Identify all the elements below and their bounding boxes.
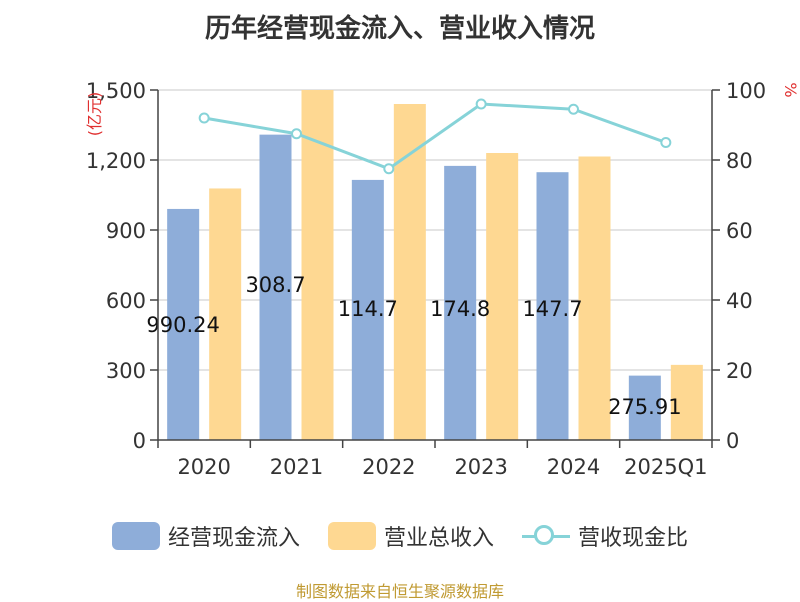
legend-swatch-cash-inflow — [111, 522, 160, 550]
bar-revenue — [670, 364, 703, 440]
ratio-point — [198, 112, 210, 124]
legend-label-revenue: 营业总收入 — [383, 526, 494, 551]
bar-cash-inflow — [259, 134, 292, 441]
y-left-tick-label: 300 — [106, 359, 146, 383]
source-note: 制图数据来自恒生聚源数据库 — [295, 582, 504, 601]
x-tick-label: 2021 — [270, 455, 323, 479]
ratio-point — [291, 128, 302, 140]
bar-revenue — [578, 156, 611, 440]
y-left-tick-label: 1,200 — [86, 149, 146, 173]
y-right-tick-label: 100 — [726, 79, 766, 103]
bar-cash-inflow — [536, 172, 569, 440]
bar-cash-inflow — [444, 165, 477, 440]
ratio-point — [660, 137, 672, 148]
y-left-tick-label: 0 — [133, 429, 146, 453]
data-label-cash-inflow: 147.7 — [522, 297, 582, 321]
x-tick-label: 2024 — [547, 455, 600, 479]
y-left-axis-unit: (亿元) — [85, 92, 104, 137]
bar-cash-inflow — [167, 208, 200, 440]
data-label-cash-inflow: 308.7 — [245, 273, 305, 297]
ratio-line — [203, 102, 667, 171]
y-right-axis-unit: % — [781, 82, 800, 97]
y-left-tick-label: 600 — [106, 289, 146, 313]
y-left-tick-label: 900 — [106, 219, 146, 243]
bar-revenue — [209, 188, 242, 440]
bar-revenue — [301, 90, 334, 440]
y-left-tick-label: 1,500 — [86, 79, 146, 103]
x-tick-label: 2020 — [177, 455, 230, 479]
y-right-tick-label: 80 — [726, 149, 753, 173]
ratio-point — [475, 98, 487, 110]
bar-cash-inflow — [351, 179, 384, 441]
x-tick-label: 2023 — [454, 455, 507, 479]
data-label-cash-inflow: 275.91 — [608, 395, 681, 419]
y-right-tick-label: 60 — [726, 219, 753, 243]
legend-label-ratio: 营收现金比 — [578, 526, 689, 551]
ratio-line-layer — [198, 98, 672, 175]
grid-lines — [158, 89, 712, 371]
x-tick-label: 2022 — [362, 455, 415, 479]
x-tick-label: 2025Q1 — [624, 455, 707, 479]
bar-cash-inflow — [628, 375, 661, 440]
data-label-cash-inflow: 174.8 — [430, 297, 490, 321]
legend-item-revenue[interactable]: 营业总收入 — [327, 520, 494, 552]
legend-label-cash-inflow: 经营现金流入 — [167, 526, 300, 551]
ratio-point — [383, 163, 395, 175]
axes: 0 300 600 900 1,200 1,500 0 20 40 60 80 100 (亿元)% 202… — [85, 79, 800, 479]
bar-revenue — [486, 153, 519, 440]
data-label-cash-inflow: 114.7 — [338, 297, 398, 321]
legend-item-cash-inflow[interactable]: 经营现金流入 — [111, 520, 300, 552]
legend: 经营现金流入 营业总收入 营收现金比 — [0, 516, 800, 556]
y-right-tick-label: 20 — [726, 359, 753, 383]
ratio-point — [568, 103, 579, 115]
legend-swatch-revenue — [327, 522, 376, 550]
y-right-tick-label: 40 — [726, 289, 753, 313]
y-right-tick-label: 0 — [726, 429, 739, 453]
legend-item-ratio[interactable]: 营收现金比 — [522, 520, 688, 552]
legend-swatch-ratio — [522, 522, 570, 550]
bar-marks — [167, 90, 703, 441]
chart-title: 历年经营现金流入、营业收入情况 — [204, 14, 595, 44]
